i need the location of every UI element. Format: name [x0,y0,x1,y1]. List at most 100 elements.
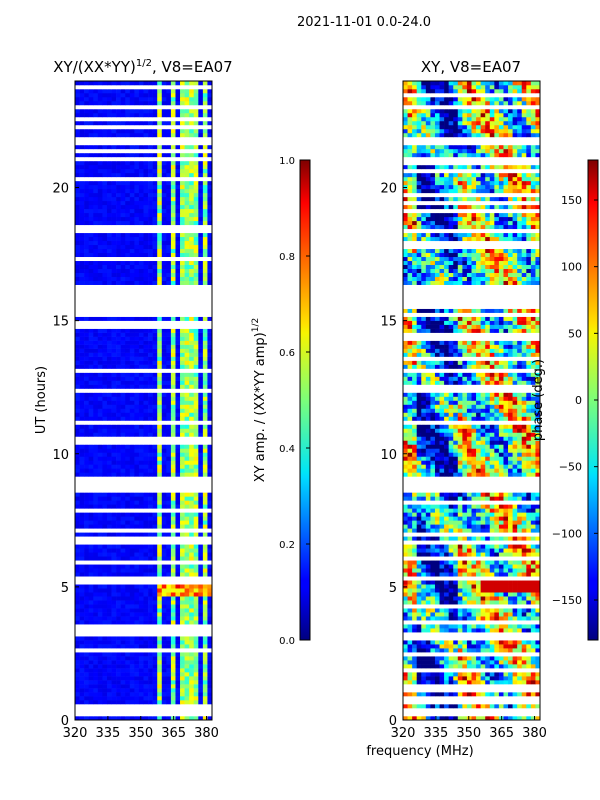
heatmap-cell [143,212,149,218]
heatmap-cell [143,672,149,677]
heatmap-cell [189,180,195,186]
heatmap-cell [120,364,126,369]
heatmap-cell [88,624,94,629]
heatmap-cell [79,696,85,701]
heatmap-cell [106,716,112,721]
heatmap-cell [125,680,131,685]
heatmap-cell [143,400,149,405]
heatmap-cell [97,664,103,669]
heatmap-cell [184,248,190,254]
heatmap-cell [175,436,181,441]
heatmap-cell [157,216,163,222]
heatmap-cell [102,256,108,262]
heatmap-cell [184,456,190,461]
heatmap-cell [535,712,541,717]
heatmap-cell [116,244,121,250]
heatmap-cell [202,512,208,517]
heatmap-cell [448,712,454,717]
heatmap-cell [457,708,463,713]
heatmap-cell [125,368,131,373]
heatmap-cell [202,416,208,421]
heatmap-cell [161,144,167,150]
heatmap-cell [193,184,199,190]
heatmap-cell [116,264,121,269]
heatmap-cell [79,220,85,226]
heatmap-cell [180,592,185,597]
heatmap-cell [462,712,468,717]
heatmap-cell [189,232,195,238]
heatmap-cell [180,308,185,313]
heatmap-cell [111,452,117,457]
heatmap-cell [180,656,185,661]
heatmap-cell [88,640,94,645]
heatmap-cell [129,424,135,429]
heatmap-cell [148,192,153,198]
heatmap-cell [97,216,103,222]
heatmap-cell [207,480,213,485]
heatmap-cell [93,192,99,198]
heatmap-cell [184,520,190,525]
heatmap-cell [189,604,195,609]
heatmap-cell [88,440,94,445]
heatmap-cell [184,128,190,134]
heatmap-cell [189,372,195,377]
heatmap-cell [102,652,108,657]
heatmap-cell [143,284,149,289]
heatmap-cell [116,648,121,653]
heatmap-cell [93,372,99,377]
heatmap-cell [202,712,208,717]
heatmap-cell [180,236,185,242]
heatmap-cell [138,464,144,469]
heatmap-cell [166,580,172,585]
heatmap-cell [116,676,121,681]
heatmap-cell [193,544,199,549]
heatmap-cell [148,132,153,138]
heatmap-cell [202,320,208,325]
heatmap-cell [75,268,80,273]
heatmap-cell [134,120,140,126]
heatmap-cell [138,600,144,605]
heatmap-cell [120,244,126,250]
heatmap-cell [148,212,153,218]
heatmap-cell [97,240,103,246]
heatmap-cell [175,204,181,210]
heatmap-cell [184,404,190,409]
heatmap-cell [93,660,99,665]
heatmap-cell [530,704,536,709]
heatmap-cell [138,120,144,126]
heatmap-cell [193,108,199,114]
heatmap-cell [489,712,495,717]
heatmap-cell [166,620,172,625]
heatmap-cell [157,420,163,425]
heatmap-cell [84,88,89,94]
heatmap-cell [79,320,85,325]
heatmap-cell [138,268,144,273]
heatmap-cell [138,656,144,661]
heatmap-cell [129,572,135,577]
heatmap-cell [116,596,121,601]
heatmap-cell [93,516,99,521]
heatmap-cell [125,312,131,317]
heatmap-cell [88,120,94,126]
heatmap-cell [180,624,185,629]
heatmap-cell [75,340,80,345]
heatmap-cell [143,708,149,713]
heatmap-cell [143,300,149,305]
heatmap-cell [157,532,163,537]
heatmap-cell [207,404,213,409]
heatmap-cell [184,388,190,393]
heatmap-cell [198,444,204,449]
heatmap-cell [148,432,153,437]
heatmap-cell [97,680,103,685]
heatmap-cell [138,248,144,254]
heatmap-cell [180,220,185,226]
heatmap-cell [102,384,108,389]
heatmap-cell [148,136,153,142]
heatmap-cell [202,492,208,497]
heatmap-cell [102,148,108,154]
heatmap-cell [138,84,144,90]
heatmap-cell [166,640,172,645]
heatmap-cell [93,596,99,601]
heatmap-cell [129,348,135,353]
heatmap-cell [166,468,172,473]
